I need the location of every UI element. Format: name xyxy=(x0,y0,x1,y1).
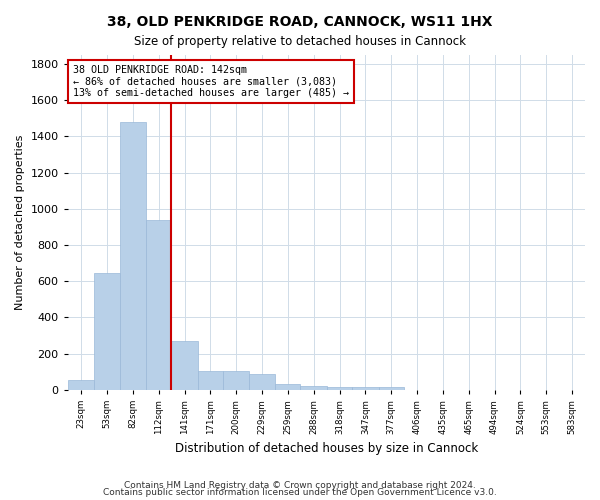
Text: 38 OLD PENKRIDGE ROAD: 142sqm
← 86% of detached houses are smaller (3,083)
13% o: 38 OLD PENKRIDGE ROAD: 142sqm ← 86% of d… xyxy=(73,65,349,98)
Bar xyxy=(146,220,172,390)
Bar xyxy=(379,386,404,390)
Bar xyxy=(119,122,146,390)
Bar xyxy=(352,386,379,390)
Bar xyxy=(68,380,94,390)
Text: Contains HM Land Registry data © Crown copyright and database right 2024.: Contains HM Land Registry data © Crown c… xyxy=(124,480,476,490)
Bar xyxy=(275,384,301,390)
Text: Contains public sector information licensed under the Open Government Licence v3: Contains public sector information licen… xyxy=(103,488,497,497)
Y-axis label: Number of detached properties: Number of detached properties xyxy=(15,134,25,310)
Bar xyxy=(94,273,119,390)
Text: Size of property relative to detached houses in Cannock: Size of property relative to detached ho… xyxy=(134,35,466,48)
X-axis label: Distribution of detached houses by size in Cannock: Distribution of detached houses by size … xyxy=(175,442,478,455)
Bar xyxy=(248,374,275,390)
Text: 38, OLD PENKRIDGE ROAD, CANNOCK, WS11 1HX: 38, OLD PENKRIDGE ROAD, CANNOCK, WS11 1H… xyxy=(107,15,493,29)
Bar xyxy=(223,371,248,390)
Bar xyxy=(327,386,352,390)
Bar xyxy=(197,371,223,390)
Bar xyxy=(301,386,327,390)
Bar xyxy=(172,341,197,390)
